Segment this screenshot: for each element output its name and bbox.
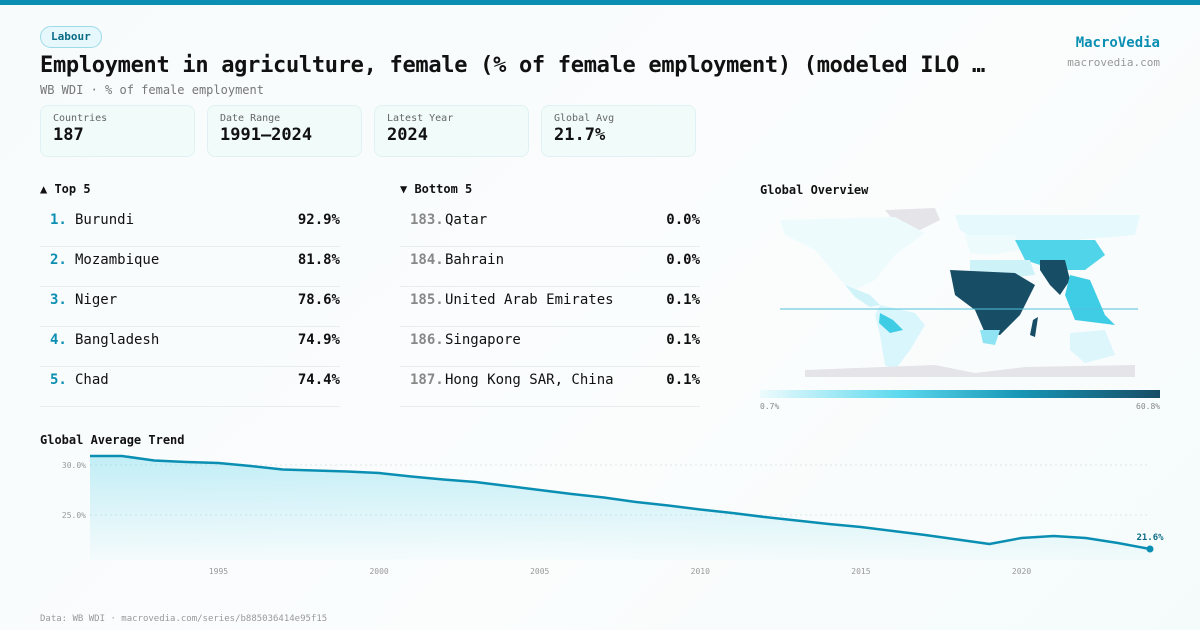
stat-value: 1991–2024 — [220, 125, 313, 145]
world-map[interactable] — [775, 205, 1145, 380]
stat-label: Latest Year — [387, 113, 454, 124]
country-name: Burundi — [75, 212, 135, 228]
map-color-legend — [760, 390, 1160, 398]
end-value-label: 21.6% — [1136, 533, 1164, 543]
top5-heading: ▲ Top 5 — [40, 182, 91, 196]
map-peru-bolivia — [879, 313, 903, 333]
country-value: 0.0% — [666, 212, 700, 228]
map-australia — [1070, 330, 1115, 363]
country-name: United Arab Emirates — [445, 292, 614, 308]
country-value: 78.6% — [297, 292, 340, 308]
country-name: Hong Kong SAR, China — [445, 372, 614, 388]
map-madagascar — [1030, 317, 1038, 337]
stat-value: 187 — [53, 125, 84, 145]
x-tick-label: 1995 — [209, 567, 228, 576]
map-heading: Global Overview — [760, 183, 869, 197]
country-name: Bahrain — [445, 252, 505, 268]
trend-heading: Global Average Trend — [40, 433, 185, 447]
rank-number: 2. — [50, 252, 67, 268]
stat-value: 21.7% — [554, 125, 606, 145]
stat-global-avg: Global Avg 21.7% — [541, 105, 696, 157]
page-subtitle: WB WDI · % of female employment — [40, 83, 264, 97]
country-value: 92.9% — [297, 212, 340, 228]
x-tick-label: 2000 — [369, 567, 388, 576]
country-name: Mozambique — [75, 252, 160, 268]
trend-point — [1146, 545, 1154, 553]
stat-label: Date Range — [220, 113, 281, 124]
ranking-row[interactable]: 186. Singapore 0.1% — [400, 327, 700, 367]
country-name: Chad — [75, 372, 109, 388]
ranking-row[interactable]: 4. Bangladesh 74.9% — [40, 327, 340, 367]
rank-number: 5. — [50, 372, 67, 388]
map-antarctica — [805, 365, 1135, 377]
stat-label: Global Avg — [554, 113, 615, 124]
country-value: 74.4% — [297, 372, 340, 388]
rank-number: 186. — [410, 332, 444, 348]
footer-source: Data: WB WDI · macrovedia.com/series/b88… — [40, 614, 328, 624]
trend-line — [90, 454, 1151, 551]
legend-max: 60.8% — [1136, 402, 1161, 411]
x-tick-label: 2005 — [530, 567, 549, 576]
ranking-row[interactable]: 184. Bahrain 0.0% — [400, 247, 700, 287]
ranking-row[interactable]: 185. United Arab Emirates 0.1% — [400, 287, 700, 327]
ranking-row[interactable]: 183. Qatar 0.0% — [400, 207, 700, 247]
x-tick-label: 2010 — [691, 567, 710, 576]
stat-value: 2024 — [387, 125, 428, 145]
country-value: 74.9% — [297, 332, 340, 348]
rank-number: 183. — [410, 212, 444, 228]
brand-url[interactable]: macrovedia.com — [1067, 56, 1160, 69]
ranking-row[interactable]: 2. Mozambique 81.8% — [40, 247, 340, 287]
map-asia — [1015, 240, 1105, 270]
map-europe — [965, 235, 1020, 255]
map-sub-saharan-africa — [950, 270, 1035, 335]
country-value: 81.8% — [297, 252, 340, 268]
trend-area — [90, 456, 1150, 560]
map-southeast-asia — [1065, 275, 1115, 325]
rank-number: 184. — [410, 252, 444, 268]
country-name: Bangladesh — [75, 332, 160, 348]
y-tick-label: 30.0% — [62, 461, 86, 470]
ranking-row[interactable]: 5. Chad 74.4% — [40, 367, 340, 407]
rank-number: 3. — [50, 292, 67, 308]
top-accent-bar — [0, 0, 1200, 5]
bottom5-heading: ▼ Bottom 5 — [400, 182, 473, 196]
country-name: Qatar — [445, 212, 488, 228]
page-title: Employment in agriculture, female (% of … — [40, 53, 985, 78]
country-value: 0.0% — [666, 252, 700, 268]
map-central-america — [845, 285, 880, 307]
country-value: 0.1% — [666, 332, 700, 348]
legend-min: 0.7% — [760, 402, 780, 411]
map-north-america — [780, 217, 925, 290]
country-name: Singapore — [445, 332, 521, 348]
trend-chart: 25.0% 30.0% 1995 2000 2005 2010 2015 2020 21.6% — [62, 454, 1164, 576]
map-south-asia — [1040, 260, 1070, 295]
country-value: 0.1% — [666, 292, 700, 308]
ranking-row[interactable]: 3. Niger 78.6% — [40, 287, 340, 327]
y-tick-label: 25.0% — [62, 511, 86, 520]
stat-latest-year: Latest Year 2024 — [374, 105, 529, 157]
rank-number: 187. — [410, 372, 444, 388]
ranking-row[interactable]: 187. Hong Kong SAR, China 0.1% — [400, 367, 700, 407]
map-southern-africa — [980, 330, 1000, 345]
brand-logo[interactable]: MacroVedia — [1075, 35, 1160, 51]
x-tick-label: 2015 — [851, 567, 870, 576]
stat-date-range: Date Range 1991–2024 — [207, 105, 362, 157]
x-tick-label: 2020 — [1012, 567, 1031, 576]
category-badge[interactable]: Labour — [40, 26, 102, 48]
country-value: 0.1% — [666, 372, 700, 388]
rank-number: 185. — [410, 292, 444, 308]
stat-countries: Countries 187 — [40, 105, 195, 157]
ranking-row[interactable]: 1. Burundi 92.9% — [40, 207, 340, 247]
stat-label: Countries — [53, 113, 108, 124]
country-name: Niger — [75, 292, 118, 308]
rank-number: 1. — [50, 212, 67, 228]
rank-number: 4. — [50, 332, 67, 348]
